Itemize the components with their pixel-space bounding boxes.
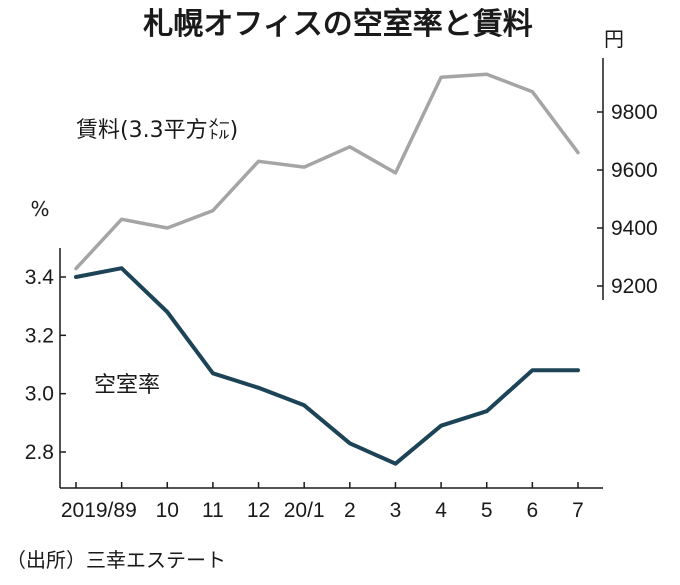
right-tick-label: 9400: [611, 217, 658, 240]
x-tick-label: 6: [527, 499, 539, 522]
right-tick-label: 9200: [611, 275, 658, 298]
x-tick-label: 3: [390, 499, 402, 522]
left-tick-label: 3.4: [25, 266, 55, 289]
x-tick-label: 7: [572, 499, 584, 522]
x-tick-label: 4: [435, 499, 447, 522]
x-axis-ticks: 2019/89 10 11 12 20/1 2 3 4 5 6 7: [61, 482, 584, 522]
rent-series-label: 賃料(3.3平方㍍): [76, 118, 238, 143]
right-tick-label: 9800: [611, 101, 658, 124]
x-tick-label: 2019/89: [61, 499, 137, 522]
left-axis-ticks: 3.4 3.2 3.0 2.8: [25, 266, 66, 464]
x-tick-label: 11: [202, 499, 224, 522]
chart-title: 札幌オフィスの空室率と賃料: [143, 7, 532, 42]
rent-series-line: [74, 72, 580, 271]
x-tick-label: 2: [344, 499, 356, 522]
right-axis-ticks: 9800 9600 9400 9200: [597, 101, 658, 298]
left-tick-label: 3.0: [25, 383, 54, 406]
axes: [59, 58, 604, 489]
x-tick-label: 12: [247, 499, 270, 522]
right-axis-unit: 円: [604, 27, 624, 51]
right-tick-label: 9600: [611, 159, 658, 182]
vacancy-series-line: [74, 266, 580, 466]
x-tick-label: 10: [156, 499, 179, 522]
left-tick-label: 2.8: [25, 441, 54, 464]
source-note: （出所）三幸エステート: [6, 548, 226, 572]
series-layer: [74, 72, 580, 466]
vacancy-series-label: 空室率: [94, 373, 160, 398]
x-tick-label: 20/1: [284, 499, 325, 522]
left-tick-label: 3.2: [25, 324, 54, 347]
x-tick-label: 5: [481, 499, 493, 522]
left-axis-unit: %: [30, 197, 49, 221]
